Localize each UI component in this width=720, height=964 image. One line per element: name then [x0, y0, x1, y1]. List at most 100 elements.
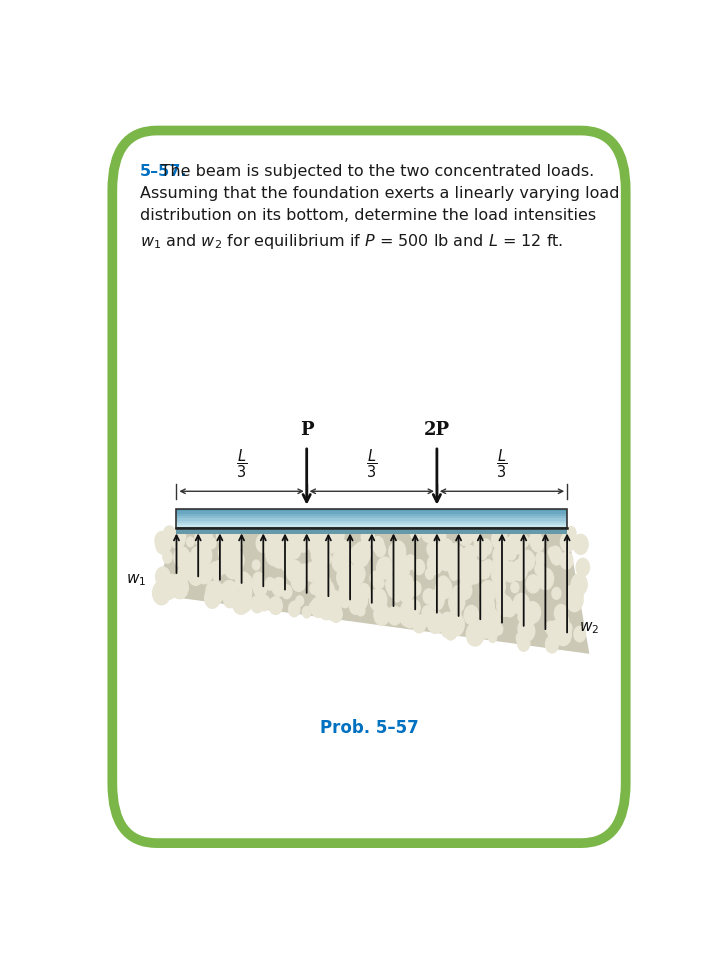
Circle shape: [497, 596, 513, 616]
Circle shape: [549, 547, 562, 562]
Circle shape: [374, 604, 390, 626]
Circle shape: [563, 623, 572, 634]
Circle shape: [163, 526, 176, 542]
Circle shape: [548, 620, 565, 643]
Circle shape: [289, 548, 297, 556]
Circle shape: [310, 583, 318, 594]
Circle shape: [340, 573, 348, 583]
Text: $w_2$: $w_2$: [580, 620, 600, 635]
Circle shape: [560, 552, 573, 569]
Circle shape: [370, 572, 380, 585]
Polygon shape: [176, 514, 567, 516]
Circle shape: [511, 582, 519, 593]
Circle shape: [525, 602, 541, 623]
Circle shape: [163, 550, 172, 563]
Circle shape: [477, 615, 494, 638]
Circle shape: [239, 574, 252, 592]
Circle shape: [220, 537, 237, 558]
Circle shape: [423, 609, 436, 628]
Circle shape: [312, 522, 327, 543]
Circle shape: [567, 585, 583, 606]
Circle shape: [331, 606, 342, 621]
Circle shape: [518, 634, 530, 651]
Circle shape: [535, 563, 544, 576]
Circle shape: [297, 536, 310, 552]
Circle shape: [377, 557, 393, 579]
Circle shape: [452, 585, 466, 603]
Circle shape: [496, 592, 506, 604]
Circle shape: [479, 549, 487, 559]
Circle shape: [233, 592, 250, 614]
Circle shape: [460, 551, 474, 572]
Circle shape: [472, 546, 480, 556]
Circle shape: [460, 567, 475, 587]
Text: $w_1$: $w_1$: [125, 573, 145, 588]
Circle shape: [405, 555, 416, 570]
Circle shape: [174, 573, 187, 590]
Circle shape: [292, 530, 304, 548]
Circle shape: [320, 530, 332, 547]
Circle shape: [343, 583, 356, 602]
Circle shape: [162, 579, 177, 599]
Circle shape: [274, 578, 283, 589]
Circle shape: [459, 582, 469, 595]
Circle shape: [206, 581, 220, 601]
Circle shape: [189, 566, 203, 585]
Circle shape: [520, 535, 528, 548]
Circle shape: [508, 530, 526, 554]
Circle shape: [342, 576, 359, 599]
Circle shape: [228, 549, 244, 572]
Circle shape: [159, 536, 171, 552]
Circle shape: [436, 529, 446, 543]
Circle shape: [389, 543, 403, 561]
Circle shape: [427, 541, 438, 557]
Circle shape: [519, 550, 534, 571]
Polygon shape: [154, 527, 590, 654]
Circle shape: [480, 580, 496, 602]
Text: $\dfrac{L}{3}$: $\dfrac{L}{3}$: [366, 447, 377, 480]
Circle shape: [210, 562, 220, 575]
Circle shape: [478, 562, 490, 578]
Circle shape: [155, 531, 168, 549]
Circle shape: [489, 632, 497, 642]
Circle shape: [523, 606, 537, 625]
Circle shape: [221, 534, 230, 547]
Circle shape: [323, 583, 334, 599]
Circle shape: [357, 583, 370, 601]
Circle shape: [221, 545, 230, 556]
Circle shape: [427, 611, 444, 633]
Circle shape: [335, 540, 351, 561]
Circle shape: [302, 606, 311, 618]
Circle shape: [296, 596, 304, 606]
Circle shape: [537, 568, 554, 590]
Circle shape: [281, 556, 292, 572]
Circle shape: [253, 577, 264, 593]
Circle shape: [449, 592, 464, 613]
Circle shape: [485, 622, 498, 638]
Circle shape: [480, 539, 492, 555]
Circle shape: [315, 581, 328, 600]
Circle shape: [266, 543, 284, 566]
Circle shape: [516, 632, 525, 644]
Circle shape: [372, 537, 384, 552]
Circle shape: [196, 527, 212, 549]
Circle shape: [498, 524, 507, 538]
Circle shape: [297, 532, 304, 542]
Circle shape: [217, 559, 228, 574]
Circle shape: [374, 578, 381, 588]
Circle shape: [272, 578, 284, 594]
Circle shape: [545, 622, 555, 634]
Circle shape: [197, 545, 204, 555]
Circle shape: [258, 595, 270, 611]
Circle shape: [441, 623, 453, 637]
Circle shape: [506, 537, 514, 549]
Circle shape: [463, 546, 477, 563]
Circle shape: [437, 576, 450, 594]
Circle shape: [266, 577, 275, 590]
Circle shape: [560, 532, 575, 551]
Circle shape: [403, 609, 417, 628]
Circle shape: [161, 575, 170, 585]
Circle shape: [567, 591, 582, 612]
Circle shape: [351, 551, 359, 563]
Circle shape: [359, 553, 368, 566]
